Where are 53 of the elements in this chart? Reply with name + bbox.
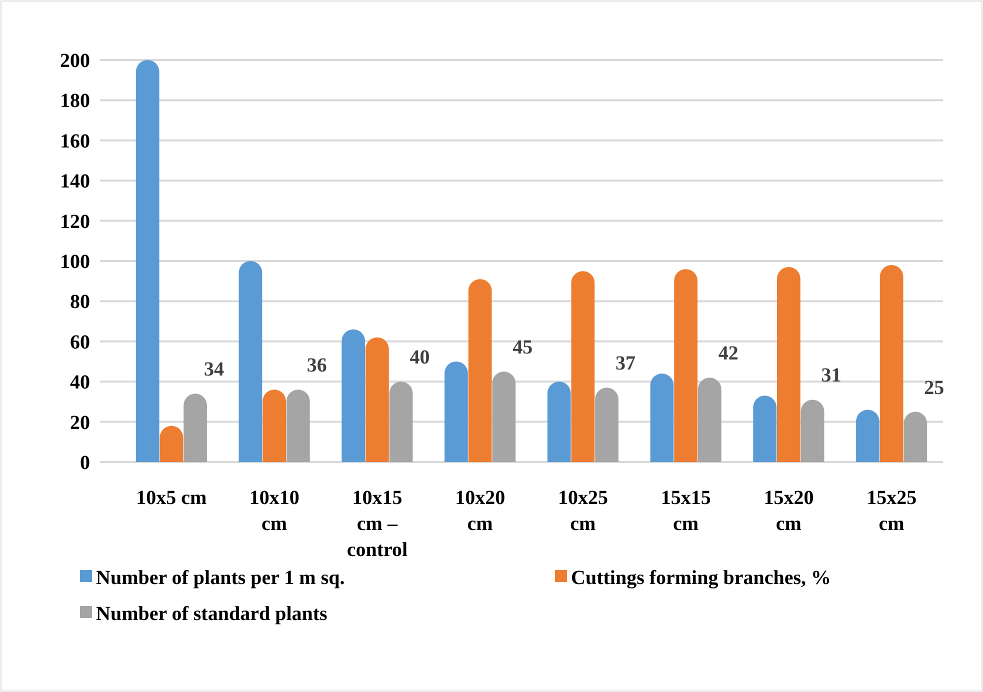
x-tick-label: 15x25 cm bbox=[866, 487, 917, 535]
data-label: 25 bbox=[924, 376, 944, 399]
y-tick-label: 120 bbox=[60, 210, 90, 233]
bar bbox=[595, 388, 618, 462]
x-tick-label: 10x25 cm bbox=[558, 487, 608, 535]
bar bbox=[492, 372, 516, 462]
y-tick-label: 180 bbox=[60, 90, 90, 112]
bar bbox=[753, 396, 777, 462]
bar bbox=[571, 271, 595, 462]
y-tick-label: 20 bbox=[70, 412, 90, 434]
data-label: 37 bbox=[615, 352, 636, 375]
x-tick-label: 10x15 cm – control bbox=[346, 487, 408, 561]
bar bbox=[184, 394, 207, 462]
y-tick-label: 160 bbox=[60, 130, 90, 152]
data-label: 36 bbox=[306, 354, 327, 377]
bar bbox=[286, 390, 310, 462]
y-tick-label: 100 bbox=[60, 251, 90, 273]
bar bbox=[674, 269, 698, 462]
bar bbox=[238, 261, 262, 462]
legend-label: Number of standard plants bbox=[96, 603, 328, 625]
bar bbox=[547, 382, 571, 462]
y-tick-label: 0 bbox=[80, 452, 90, 474]
bar bbox=[880, 265, 904, 462]
legend-label: Cuttings forming branches, % bbox=[571, 567, 832, 589]
data-label: 42 bbox=[718, 342, 738, 365]
x-tick-label: 15x15 cm bbox=[660, 487, 711, 535]
y-tick-label: 140 bbox=[60, 170, 90, 193]
bar bbox=[698, 378, 722, 462]
x-tick-label: 15x20 cm bbox=[764, 487, 814, 535]
bar bbox=[366, 337, 389, 462]
data-label: 45 bbox=[512, 336, 533, 359]
y-tick-label: 80 bbox=[70, 291, 90, 314]
bar bbox=[650, 374, 674, 462]
y-tick-label: 200 bbox=[60, 50, 90, 72]
bar bbox=[444, 362, 468, 462]
x-tick-label: 10x20 cm bbox=[455, 487, 506, 535]
data-label: 34 bbox=[204, 358, 224, 381]
bar bbox=[468, 279, 492, 462]
bar bbox=[262, 390, 286, 462]
bar bbox=[856, 410, 880, 462]
bar bbox=[136, 60, 160, 462]
y-tick-label: 40 bbox=[70, 372, 90, 394]
legend-label: Number of plants per 1 m sq. bbox=[96, 567, 345, 589]
x-tick-label: 10x10 cm bbox=[249, 487, 300, 535]
bar bbox=[389, 382, 413, 462]
data-label: 31 bbox=[821, 364, 842, 387]
bar bbox=[800, 400, 824, 462]
y-tick-label: 60 bbox=[70, 331, 90, 354]
bar bbox=[777, 267, 800, 462]
data-label: 40 bbox=[410, 346, 430, 369]
x-tick-label: 10x5 cm bbox=[136, 487, 208, 509]
bar bbox=[342, 329, 366, 462]
bar bbox=[904, 412, 928, 462]
